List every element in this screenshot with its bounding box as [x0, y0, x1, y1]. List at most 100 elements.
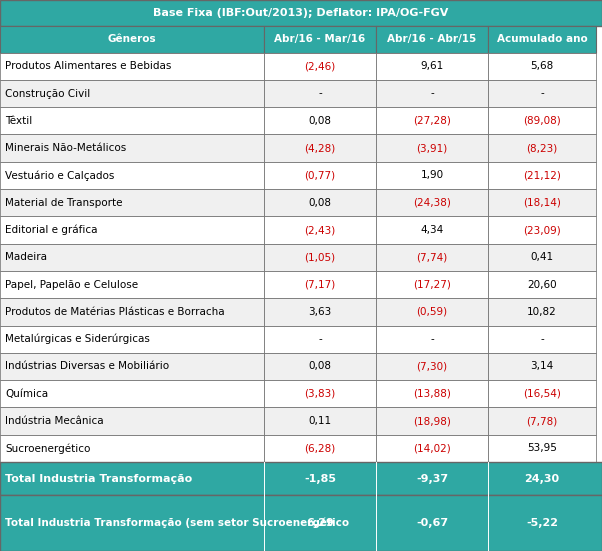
Bar [0, 107, 264, 134]
Text: Material de Transporte: Material de Transporte [5, 198, 122, 208]
Text: 0,11: 0,11 [308, 416, 332, 426]
Bar [264, 52, 376, 80]
Bar [376, 217, 488, 244]
Bar [488, 217, 596, 244]
Text: (3,83): (3,83) [305, 389, 336, 399]
Text: 9,61: 9,61 [420, 61, 444, 71]
Text: Vestuário e Calçados: Vestuário e Calçados [5, 170, 114, 181]
Bar [264, 162, 376, 189]
Bar [264, 435, 376, 462]
Text: (27,28): (27,28) [413, 116, 451, 126]
Text: (7,78): (7,78) [526, 416, 557, 426]
Text: Editorial e gráfica: Editorial e gráfica [5, 225, 98, 235]
Text: -: - [540, 334, 544, 344]
Bar [0, 52, 264, 80]
Text: 1,90: 1,90 [420, 170, 444, 180]
Text: Têxtil: Têxtil [5, 116, 33, 126]
Text: (18,98): (18,98) [413, 416, 451, 426]
Text: -5,22: -5,22 [526, 518, 558, 528]
Text: (3,91): (3,91) [417, 143, 448, 153]
Text: -: - [430, 89, 434, 99]
Text: (18,14): (18,14) [523, 198, 561, 208]
Bar [0, 326, 264, 353]
Bar [376, 326, 488, 353]
Text: (14,02): (14,02) [413, 444, 451, 453]
Text: 0,41: 0,41 [530, 252, 554, 262]
Bar [488, 134, 596, 162]
Bar [0, 217, 264, 244]
Bar [376, 353, 488, 380]
Bar [376, 26, 488, 52]
Text: 24,30: 24,30 [524, 474, 560, 484]
Bar [264, 380, 376, 407]
Text: Produtos de Matérias Plásticas e Borracha: Produtos de Matérias Plásticas e Borrach… [5, 307, 225, 317]
Bar [264, 26, 376, 52]
Text: Produtos Alimentares e Bebidas: Produtos Alimentares e Bebidas [5, 61, 172, 71]
Text: 0,08: 0,08 [308, 116, 332, 126]
Text: Sucroenergético: Sucroenergético [5, 443, 90, 453]
Bar [0, 162, 264, 189]
Bar [0, 380, 264, 407]
Text: Minerais Não-Metálicos: Minerais Não-Metálicos [5, 143, 126, 153]
Text: (89,08): (89,08) [523, 116, 561, 126]
Bar [0, 134, 264, 162]
Text: (13,88): (13,88) [413, 389, 451, 399]
Text: -1,85: -1,85 [304, 474, 336, 484]
Text: 20,60: 20,60 [527, 279, 557, 290]
Bar [376, 52, 488, 80]
Bar [488, 298, 596, 326]
Text: (8,23): (8,23) [526, 143, 557, 153]
Bar [488, 244, 596, 271]
Text: Abr/16 - Abr/15: Abr/16 - Abr/15 [387, 34, 477, 45]
Text: (7,17): (7,17) [305, 279, 336, 290]
Text: -: - [430, 334, 434, 344]
Bar [376, 380, 488, 407]
Bar [488, 52, 596, 80]
Bar [488, 407, 596, 435]
Bar [376, 189, 488, 217]
Text: 10,82: 10,82 [527, 307, 557, 317]
Bar [0, 244, 264, 271]
Text: 4,34: 4,34 [420, 225, 444, 235]
Bar [488, 80, 596, 107]
Bar [0, 353, 264, 380]
Bar [488, 271, 596, 298]
Text: 3,63: 3,63 [308, 307, 332, 317]
Bar [264, 407, 376, 435]
Text: Metalúrgicas e Siderúrgicas: Metalúrgicas e Siderúrgicas [5, 334, 150, 344]
Bar [376, 271, 488, 298]
Bar [0, 189, 264, 217]
Bar [264, 353, 376, 380]
Text: Base Fixa (IBF:Out/2013); Deflator: IPA/OG-FGV: Base Fixa (IBF:Out/2013); Deflator: IPA/… [154, 8, 448, 18]
Bar [264, 107, 376, 134]
Bar [264, 326, 376, 353]
Text: (2,43): (2,43) [305, 225, 336, 235]
Text: (21,12): (21,12) [523, 170, 561, 180]
Bar [264, 134, 376, 162]
Bar [488, 107, 596, 134]
Text: -: - [540, 89, 544, 99]
Bar [0, 495, 602, 551]
Text: (7,74): (7,74) [417, 252, 448, 262]
Bar [0, 435, 264, 462]
Bar [0, 298, 264, 326]
Bar [0, 80, 264, 107]
Bar [376, 162, 488, 189]
Text: 6,29: 6,29 [306, 518, 334, 528]
Text: -0,67: -0,67 [416, 518, 448, 528]
Bar [376, 407, 488, 435]
Bar [376, 298, 488, 326]
Bar [376, 134, 488, 162]
Bar [0, 271, 264, 298]
Bar [264, 244, 376, 271]
Text: 53,95: 53,95 [527, 444, 557, 453]
Text: (1,05): (1,05) [305, 252, 335, 262]
Text: Papel, Papelão e Celulose: Papel, Papelão e Celulose [5, 279, 138, 290]
Text: (6,28): (6,28) [305, 444, 336, 453]
Text: (0,77): (0,77) [305, 170, 335, 180]
Text: (4,28): (4,28) [305, 143, 336, 153]
Text: Indústrias Diversas e Mobiliário: Indústrias Diversas e Mobiliário [5, 361, 169, 371]
Text: (16,54): (16,54) [523, 389, 561, 399]
Text: -: - [318, 334, 322, 344]
Text: (17,27): (17,27) [413, 279, 451, 290]
